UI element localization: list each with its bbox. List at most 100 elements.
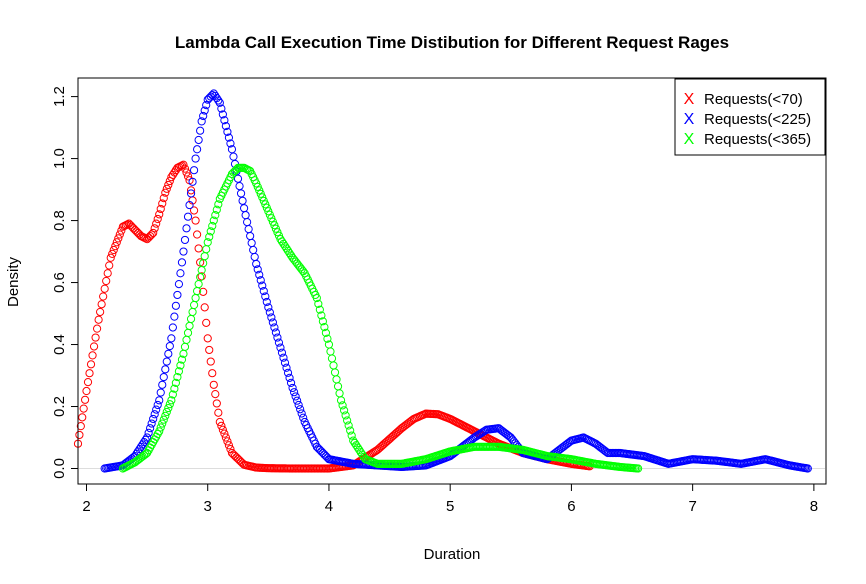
data-point	[218, 425, 227, 434]
data-point	[185, 200, 194, 210]
x-tick-label: 8	[810, 498, 818, 515]
data-point	[200, 252, 209, 261]
data-point	[97, 300, 106, 309]
data-point	[214, 96, 223, 105]
data-point	[205, 345, 214, 355]
data-point	[344, 421, 353, 430]
data-point	[83, 378, 93, 387]
data-point	[164, 180, 173, 190]
data-point	[291, 392, 300, 401]
data-point	[144, 428, 153, 437]
data-point	[193, 145, 202, 154]
data-point	[341, 411, 350, 420]
data-point	[227, 448, 237, 458]
data-point	[202, 318, 211, 327]
data-point	[159, 372, 168, 382]
data-point	[296, 405, 305, 414]
data-point	[235, 181, 244, 191]
data-point	[193, 230, 202, 239]
data-point	[162, 407, 171, 417]
data-point	[347, 431, 356, 440]
data-point	[106, 253, 115, 262]
data-point	[321, 328, 331, 338]
data-point	[633, 464, 643, 473]
data-point	[218, 110, 227, 119]
data-point	[180, 164, 190, 173]
x-tick-label: 5	[446, 498, 454, 515]
data-point	[146, 424, 155, 433]
data-point	[229, 450, 238, 459]
y-tick-label: 1.0	[51, 148, 68, 169]
data-point	[165, 341, 174, 351]
data-point	[202, 101, 211, 110]
data-point	[338, 401, 347, 410]
y-tick-label: 0.4	[51, 334, 68, 355]
x-tick-label: 4	[325, 498, 333, 515]
data-point	[202, 245, 211, 254]
data-point	[170, 384, 179, 393]
data-point	[283, 368, 293, 377]
data-point	[170, 312, 179, 321]
data-point	[167, 334, 176, 343]
data-point	[335, 389, 344, 398]
x-tick-label: 2	[82, 498, 90, 515]
data-point	[238, 196, 247, 205]
data-point	[177, 258, 187, 267]
data-point	[179, 247, 188, 256]
data-point	[143, 433, 152, 442]
data-point	[158, 380, 167, 389]
data-point	[173, 290, 182, 300]
data-point	[239, 204, 249, 213]
data-point	[185, 321, 194, 331]
data-point	[114, 234, 123, 243]
data-point	[176, 269, 185, 278]
data-point	[194, 135, 203, 145]
data-point	[152, 219, 161, 228]
data-point	[246, 231, 255, 241]
legend-marker: X	[684, 111, 695, 128]
data-point	[236, 189, 246, 198]
data-point	[155, 427, 164, 436]
data-point	[180, 342, 190, 351]
data-point	[88, 351, 97, 360]
data-point	[294, 400, 303, 410]
data-point	[211, 211, 220, 220]
data-point	[167, 396, 176, 405]
data-point	[155, 396, 164, 405]
legend-label: Requests(<70)	[704, 91, 803, 108]
data-point	[161, 365, 170, 374]
data-point	[189, 206, 199, 215]
data-point	[270, 323, 279, 332]
y-tick-label: 0.8	[51, 210, 68, 231]
data-point	[156, 423, 165, 432]
data-point	[164, 349, 173, 358]
data-point	[232, 453, 241, 462]
data-point	[199, 287, 208, 296]
data-point	[214, 408, 223, 417]
data-point	[203, 238, 212, 247]
data-point	[197, 272, 206, 281]
legend-label: Requests(<225)	[704, 111, 811, 128]
data-point	[258, 281, 267, 290]
data-point	[203, 334, 212, 343]
data-point	[803, 464, 812, 473]
data-point	[220, 116, 229, 125]
data-point	[182, 168, 191, 177]
data-point	[180, 235, 190, 245]
data-point	[161, 188, 170, 197]
y-tick-label: 0.2	[51, 396, 68, 417]
legend: X Requests(<70) X Requests(<225) X Requests(<…	[674, 78, 826, 156]
data-point	[220, 429, 229, 438]
data-point	[212, 205, 221, 214]
data-point	[123, 220, 132, 229]
data-point	[196, 258, 205, 267]
data-point	[243, 218, 252, 227]
data-point	[183, 172, 193, 181]
chart-title: Lambda Call Execution Time Distibution f…	[175, 33, 729, 52]
x-axis: 2 3 4 5 6 7 8	[82, 483, 818, 515]
data-point	[255, 270, 264, 279]
data-point	[343, 416, 352, 425]
data-point	[102, 276, 111, 286]
data-point	[209, 216, 218, 225]
